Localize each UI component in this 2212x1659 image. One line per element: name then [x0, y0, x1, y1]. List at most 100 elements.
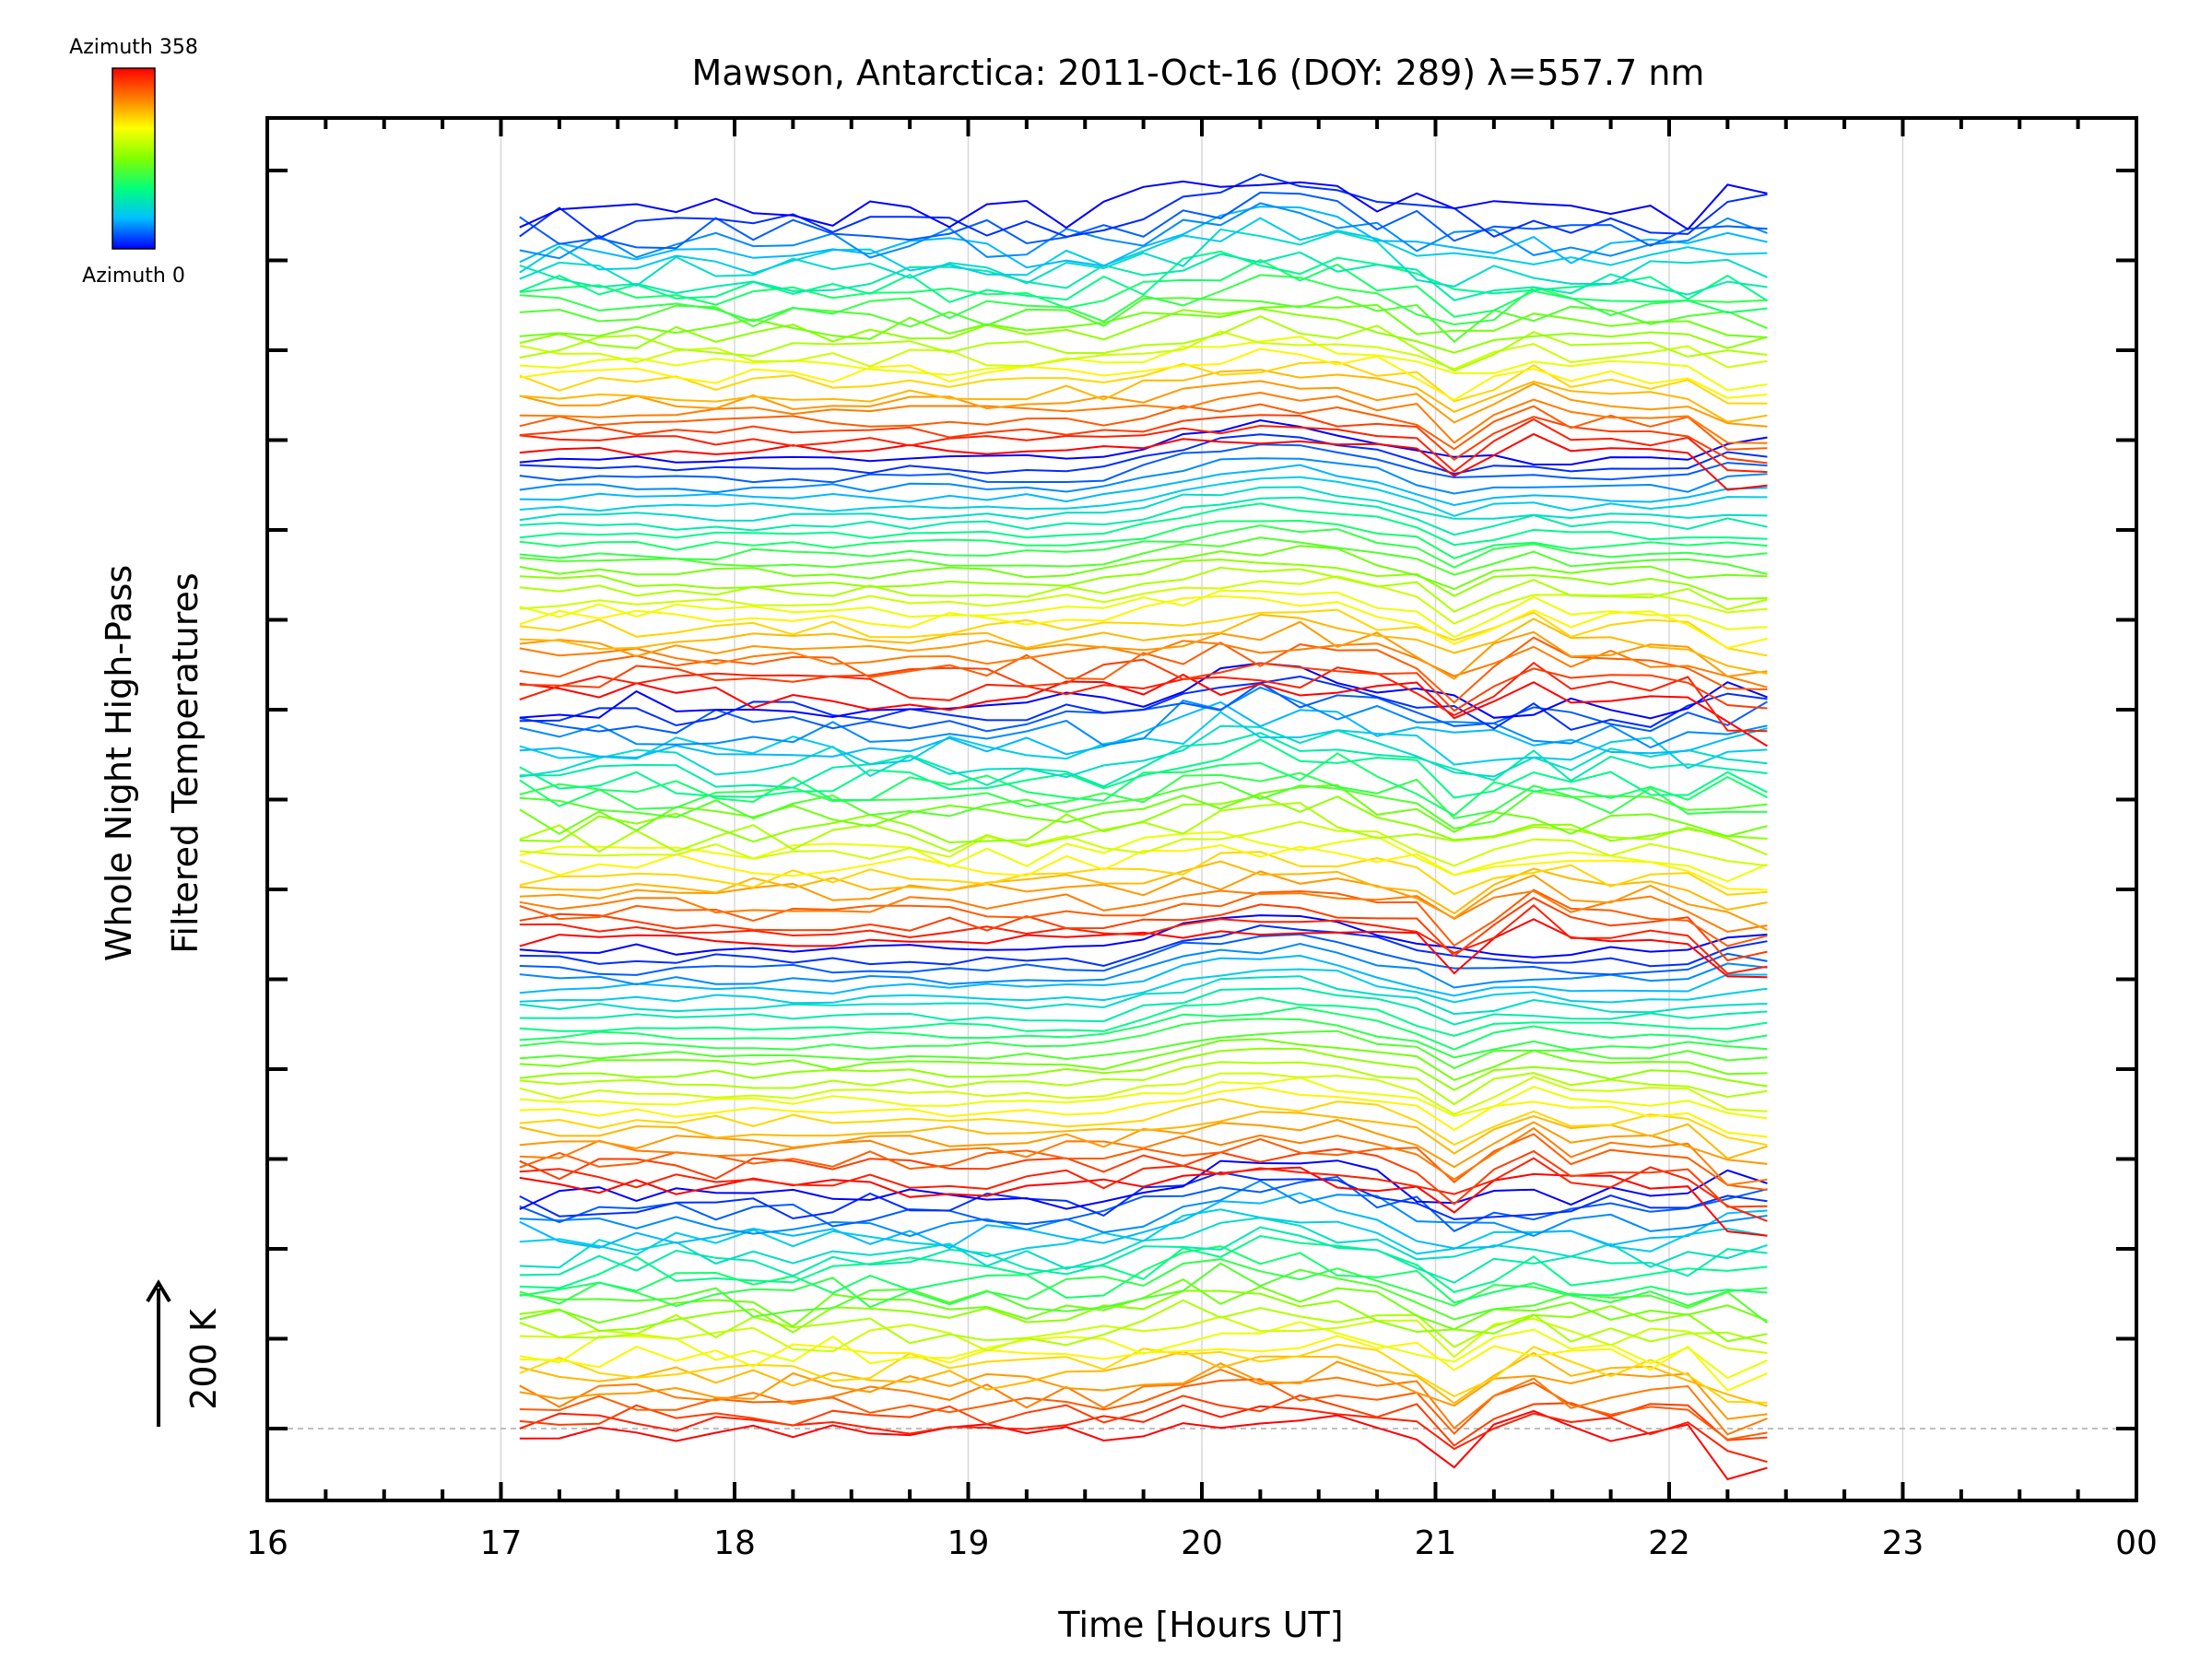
temperature-series-line [519, 250, 1769, 303]
temperature-series-line [519, 870, 1768, 931]
temperature-series-line [519, 380, 1768, 428]
temperature-series-line [519, 918, 1768, 979]
temperature-series-line [519, 330, 1768, 371]
x-tick-label: 00 [2115, 1524, 2158, 1562]
temperature-series-line [519, 975, 1768, 1016]
scale-bar: 200 K [146, 1279, 224, 1427]
x-tick-label: 19 [947, 1524, 990, 1562]
temperature-series-line [519, 403, 1768, 451]
temperature-series-line [519, 1038, 1768, 1081]
x-tick-label: 23 [1882, 1524, 1924, 1562]
x-tick-label: 22 [1648, 1524, 1690, 1562]
temperature-series-line [519, 1350, 1768, 1407]
temperature-series-line [519, 1175, 1768, 1232]
temperature-series-line [519, 771, 1768, 819]
grid-lines [267, 118, 2136, 1500]
temperature-series-line [519, 258, 1768, 318]
colorbar: Azimuth 358 Azimuth 0 [69, 36, 198, 288]
temperature-series-line [519, 860, 1768, 915]
temperature-series-line [519, 335, 1768, 392]
temperature-series-line [519, 217, 1768, 276]
temperature-series-line [519, 954, 1768, 997]
x-axis-label: Time [Hours UT] [1057, 1605, 1343, 1645]
temperature-series-line [519, 1072, 1768, 1116]
temperature-series-line [519, 1133, 1768, 1192]
axis-ticks: 16 17 18 19 20 21 22 23 00 [246, 118, 2158, 1562]
temperature-series-line [519, 914, 1768, 959]
temperature-series-line [519, 1126, 1768, 1186]
temperature-series-line [519, 738, 1768, 799]
temperature-series-line [519, 315, 1768, 372]
x-tick-label: 18 [713, 1524, 756, 1562]
temperature-series-line [519, 640, 1768, 688]
temperature-series-line [519, 613, 1768, 675]
temperature-series-line [519, 1321, 1768, 1380]
temperature-series-line [519, 173, 1768, 240]
scale-bar-label: 200 K [183, 1308, 224, 1410]
temperature-series-line [519, 191, 1768, 250]
temperature-series-line [519, 968, 1768, 1005]
temperature-series-line [519, 1289, 1768, 1343]
temperature-series-line [519, 594, 1768, 650]
temperature-series-line [519, 575, 1768, 625]
temperature-series-line [519, 987, 1768, 1026]
temperature-series-line [519, 559, 1768, 600]
temperature-series-line [519, 432, 1768, 491]
temperature-series-line [519, 794, 1768, 844]
temperature-series-line [519, 661, 1768, 733]
temperature-series-line [519, 820, 1768, 867]
temperature-series-line [519, 418, 1768, 474]
temperature-series-line [519, 1258, 1768, 1309]
temperature-series-line [519, 1098, 1768, 1147]
temperature-series-line [519, 1159, 1768, 1210]
temperature-series-line [519, 1180, 1768, 1238]
temperature-series-line [519, 889, 1768, 934]
temperature-series-line [519, 1077, 1768, 1120]
temperature-series-line [519, 608, 1768, 657]
temperature-series-line [519, 1360, 1768, 1420]
temperature-series-line [519, 414, 1768, 465]
colorbar-top-label: Azimuth 358 [69, 36, 198, 59]
temperature-series-line [519, 675, 1768, 731]
temperature-series-line [519, 1343, 1768, 1404]
temperature-series-line [519, 502, 1768, 547]
temperature-series-line [519, 1262, 1769, 1324]
temperature-series-line [519, 1404, 1768, 1464]
temperature-series-line [519, 1409, 1768, 1481]
temperature-series-line [519, 536, 1768, 576]
temperature-series-line [519, 1118, 1768, 1169]
temperature-series-line [519, 1006, 1768, 1051]
colorbar-bottom-label: Azimuth 0 [82, 265, 185, 288]
x-tick-label: 17 [480, 1524, 523, 1562]
temperature-series-line [519, 1111, 1768, 1160]
temperature-series-line [519, 180, 1768, 230]
temperature-series-line [519, 1086, 1768, 1138]
temperature-series-line [519, 360, 1768, 405]
temperature-series-line [519, 830, 1768, 883]
temperature-series-line [519, 1047, 1768, 1091]
x-tick-label: 16 [246, 1524, 288, 1562]
chart-title: Mawson, Antarctica: 2011-Oct-16 (DOY: 28… [692, 53, 1705, 93]
temperature-series-line [519, 476, 1768, 517]
temperature-series-line [519, 251, 1768, 301]
temperature-series-line [519, 391, 1768, 444]
temperature-series-line [519, 888, 1768, 947]
temperature-series-line [519, 1234, 1768, 1293]
temperature-series-line [519, 783, 1768, 838]
temperature-series-line [519, 274, 1768, 326]
temperature-series-line [519, 1061, 1768, 1106]
temperature-series-line [519, 433, 1768, 476]
temperature-series-line [519, 924, 1768, 968]
temperature-series-line [519, 1278, 1768, 1331]
temperature-series-line [519, 1245, 1768, 1304]
temperature-series-line [519, 851, 1768, 896]
x-tick-label: 21 [1415, 1524, 1457, 1562]
scale-arrow-head [146, 1279, 171, 1303]
temperature-series-line [519, 1394, 1768, 1447]
temperature-series-line [519, 996, 1768, 1037]
temperature-series-line [519, 589, 1768, 639]
temperature-series-line [519, 658, 1768, 712]
temperature-series-line [519, 228, 1768, 288]
temperature-series-line [519, 933, 1768, 976]
